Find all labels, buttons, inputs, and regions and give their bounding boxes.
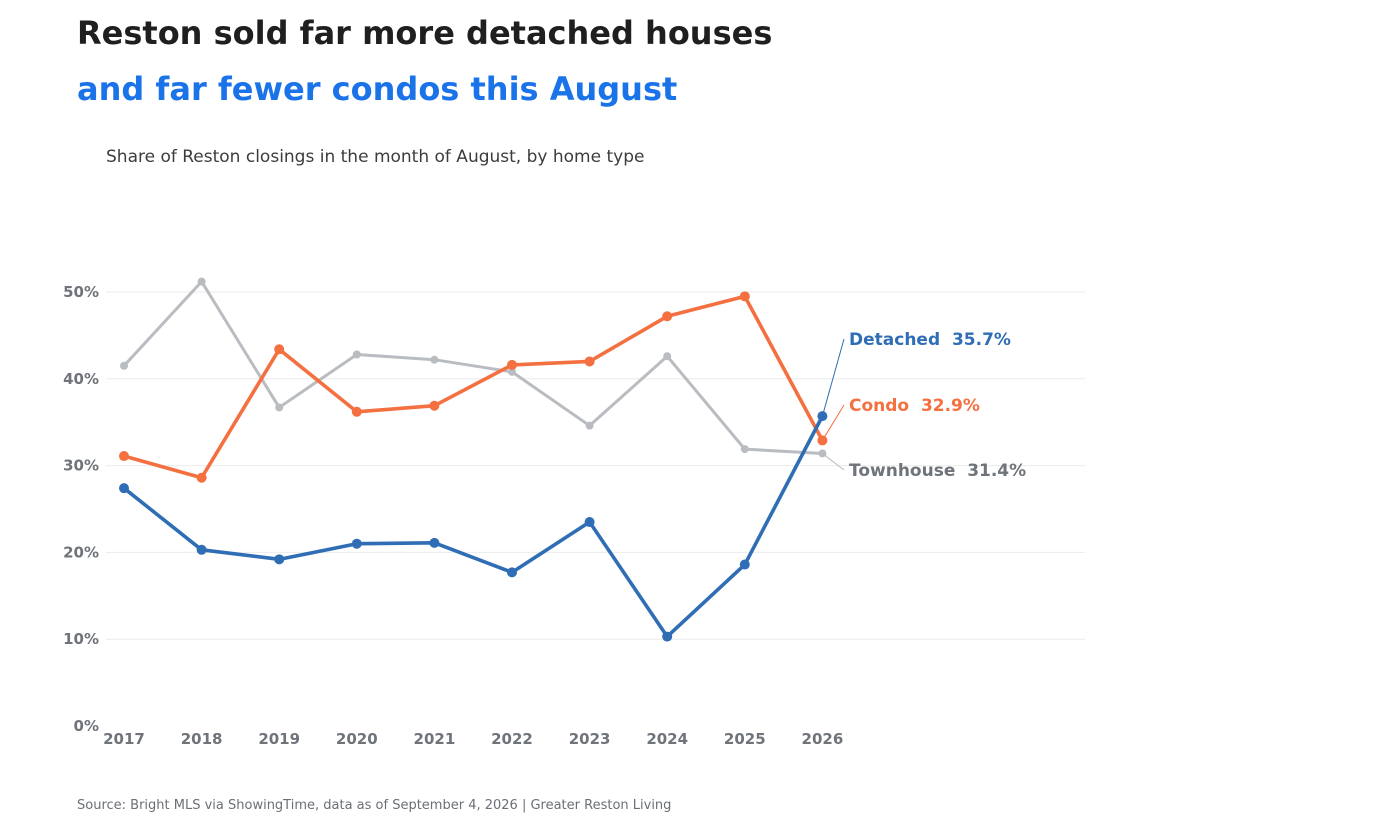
data-point-detached bbox=[507, 567, 517, 578]
data-point-detached bbox=[739, 559, 750, 570]
data-point-condo bbox=[351, 406, 362, 417]
data-point-townhouse bbox=[197, 277, 206, 286]
chart-title-line-1: Reston sold far more detached houses bbox=[77, 14, 773, 52]
data-point-townhouse bbox=[585, 421, 594, 430]
x-tick-label: 2024 bbox=[646, 730, 688, 748]
chart-title-line-2: and far fewer condos this August bbox=[77, 70, 678, 108]
data-point-condo bbox=[507, 359, 517, 370]
source-footer: Source: Bright MLS via ShowingTime, data… bbox=[77, 798, 672, 813]
y-tick-label: 30% bbox=[63, 457, 99, 475]
x-tick-label: 2023 bbox=[569, 730, 611, 748]
data-point-detached bbox=[274, 554, 285, 565]
data-point-condo bbox=[429, 400, 440, 411]
series-end-label-condo: Condo 32.9% bbox=[849, 396, 980, 416]
y-tick-label: 50% bbox=[63, 283, 99, 301]
y-tick-label: 40% bbox=[63, 370, 99, 388]
data-point-townhouse bbox=[275, 403, 284, 412]
data-point-condo bbox=[196, 472, 207, 483]
data-point-townhouse bbox=[663, 352, 672, 361]
chart-subtitle: Share of Reston closings in the month of… bbox=[106, 147, 645, 167]
data-point-detached bbox=[662, 631, 673, 642]
label-leader-condo bbox=[821, 404, 845, 441]
series-line-townhouse bbox=[122, 280, 824, 455]
data-point-townhouse bbox=[430, 355, 439, 364]
series-line-condo bbox=[122, 294, 825, 480]
x-tick-label: 2020 bbox=[336, 730, 378, 748]
x-tick-label: 2021 bbox=[414, 730, 456, 748]
y-tick-label: 20% bbox=[63, 543, 99, 561]
data-point-detached bbox=[196, 544, 207, 555]
x-tick-label: 2019 bbox=[258, 730, 300, 748]
data-point-condo bbox=[119, 451, 129, 462]
data-point-condo bbox=[584, 356, 595, 367]
label-leader-detached bbox=[821, 338, 845, 417]
data-point-townhouse bbox=[508, 367, 516, 376]
x-tick-label: 2025 bbox=[724, 730, 766, 748]
x-tick-label: 2026 bbox=[802, 730, 844, 748]
series-line-detached bbox=[122, 414, 825, 639]
x-tick-label: 2018 bbox=[181, 730, 223, 748]
y-tick-label: 0% bbox=[74, 717, 99, 735]
data-point-detached bbox=[584, 517, 595, 528]
data-point-condo bbox=[662, 311, 673, 322]
data-point-detached bbox=[119, 483, 129, 494]
x-tick-label: 2022 bbox=[491, 730, 533, 748]
data-point-townhouse bbox=[120, 361, 128, 370]
label-leader-townhouse bbox=[822, 453, 845, 471]
data-point-condo bbox=[739, 291, 750, 302]
series-end-label-detached: Detached 35.7% bbox=[849, 330, 1011, 350]
data-point-condo bbox=[274, 344, 285, 355]
x-tick-label: 2017 bbox=[103, 730, 145, 748]
data-point-detached bbox=[351, 538, 362, 549]
y-tick-label: 10% bbox=[63, 630, 99, 648]
data-point-townhouse bbox=[740, 445, 749, 454]
data-point-townhouse bbox=[352, 350, 361, 359]
data-point-detached bbox=[429, 537, 440, 548]
series-end-label-townhouse: Townhouse 31.4% bbox=[849, 461, 1026, 481]
